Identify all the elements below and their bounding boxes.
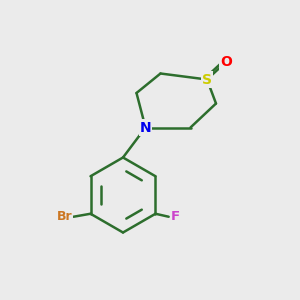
- Text: Br: Br: [57, 210, 72, 223]
- Text: S: S: [202, 73, 212, 86]
- Text: F: F: [171, 210, 180, 223]
- Text: N: N: [140, 121, 151, 134]
- Text: O: O: [220, 55, 232, 68]
